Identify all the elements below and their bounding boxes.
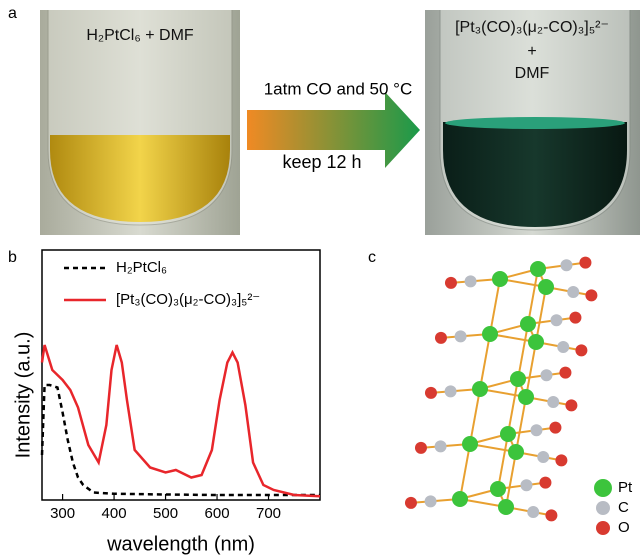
- c-atom: [557, 341, 569, 353]
- c-atom: [465, 275, 477, 287]
- x-tick-label: 400: [102, 505, 127, 522]
- pt-pt-bond: [498, 434, 508, 489]
- c-atom: [550, 314, 562, 326]
- o-atom: [579, 257, 591, 269]
- pt-pt-bond: [528, 269, 538, 324]
- pt-pt-bond: [518, 324, 528, 379]
- c-atom: [567, 286, 579, 298]
- condition-label: 1atm CO and 50 °C: [264, 79, 413, 98]
- o-atom: [585, 289, 597, 301]
- legend-label: Pt: [618, 479, 633, 496]
- structure-legend: Pt CO: [594, 479, 633, 536]
- photo-label: [Pt₃(CO)₃(μ₂-CO)₃]₅²⁻: [455, 19, 609, 36]
- o-atom: [445, 277, 457, 289]
- legend-atom: [594, 479, 612, 497]
- c-atom: [445, 385, 457, 397]
- pt-pt-bond: [506, 452, 516, 507]
- o-atom: [559, 367, 571, 379]
- o-atom: [565, 399, 577, 411]
- x-tick-label: 700: [256, 505, 281, 522]
- pt-atom: [538, 279, 554, 295]
- legend-atom: [596, 501, 610, 515]
- solvent-label: DMF: [515, 65, 550, 82]
- x-tick-label: 600: [205, 505, 230, 522]
- legend-label: C: [618, 499, 629, 516]
- c-atom: [547, 396, 559, 408]
- c-atom: [540, 369, 552, 381]
- pt-pt-bond: [470, 389, 480, 444]
- y-axis-label: Intensity (a.u.): [12, 332, 34, 459]
- pt-atom: [528, 334, 544, 350]
- pt-atom: [500, 426, 516, 442]
- c-atom: [560, 259, 572, 271]
- pt-atom: [508, 444, 524, 460]
- molecular-structure: [405, 257, 597, 522]
- o-atom: [555, 454, 567, 466]
- pt-atom: [530, 261, 546, 277]
- c-atom: [520, 479, 532, 491]
- pt-pt-bond: [508, 379, 518, 434]
- spectrum-line: [42, 385, 320, 495]
- meniscus: [445, 117, 625, 129]
- panel-label: b: [8, 249, 17, 266]
- plot-frame: [42, 250, 320, 500]
- figure: a H₂PtCl₆ + DMF [Pt₃(CO)₃(μ₂-CO)₃]₅²⁻ + …: [0, 0, 640, 556]
- pt-atom: [518, 389, 534, 405]
- c-atom: [530, 424, 542, 436]
- pt-atom: [510, 371, 526, 387]
- pt-pt-bond: [480, 334, 490, 389]
- c-atom: [527, 506, 539, 518]
- o-atom: [545, 509, 557, 521]
- c-atom: [455, 330, 467, 342]
- o-atom: [569, 312, 581, 324]
- o-atom: [415, 442, 427, 454]
- x-tick-label: 300: [50, 505, 75, 522]
- pt-pt-bond: [536, 287, 546, 342]
- o-atom: [435, 332, 447, 344]
- panel-label: a: [8, 5, 17, 22]
- o-atom: [575, 344, 587, 356]
- pt-atom: [472, 381, 488, 397]
- panel-label: c: [368, 249, 376, 266]
- pt-atom: [462, 436, 478, 452]
- pt-atom: [482, 326, 498, 342]
- x-axis-label: wavelength (nm): [106, 533, 255, 555]
- photo-label: H₂PtCl₆ + DMF: [86, 27, 194, 44]
- plus-sign: +: [527, 43, 536, 60]
- o-atom: [405, 497, 417, 509]
- c-atom: [435, 440, 447, 452]
- time-label: keep 12 h: [282, 152, 361, 172]
- pt-pt-bond: [490, 279, 500, 334]
- legend-atom: [596, 521, 610, 535]
- legend-label: O: [618, 519, 630, 536]
- legend-label: H₂PtCl₆: [116, 259, 167, 276]
- pt-atom: [490, 481, 506, 497]
- c-atom: [425, 495, 437, 507]
- pt-pt-bond: [516, 397, 526, 452]
- o-atom: [549, 422, 561, 434]
- legend-label: [Pt₃(CO)₃(μ₂-CO)₃]₅²⁻: [116, 291, 260, 308]
- pt-pt-bond: [526, 342, 536, 397]
- pt-pt-bond: [460, 444, 470, 499]
- c-atom: [537, 451, 549, 463]
- pt-atom: [452, 491, 468, 507]
- pt-atom: [520, 316, 536, 332]
- x-tick-label: 500: [153, 505, 178, 522]
- spectrum-line: [42, 345, 320, 496]
- o-atom: [425, 387, 437, 399]
- o-atom: [539, 477, 551, 489]
- pt-atom: [492, 271, 508, 287]
- pt-atom: [498, 499, 514, 515]
